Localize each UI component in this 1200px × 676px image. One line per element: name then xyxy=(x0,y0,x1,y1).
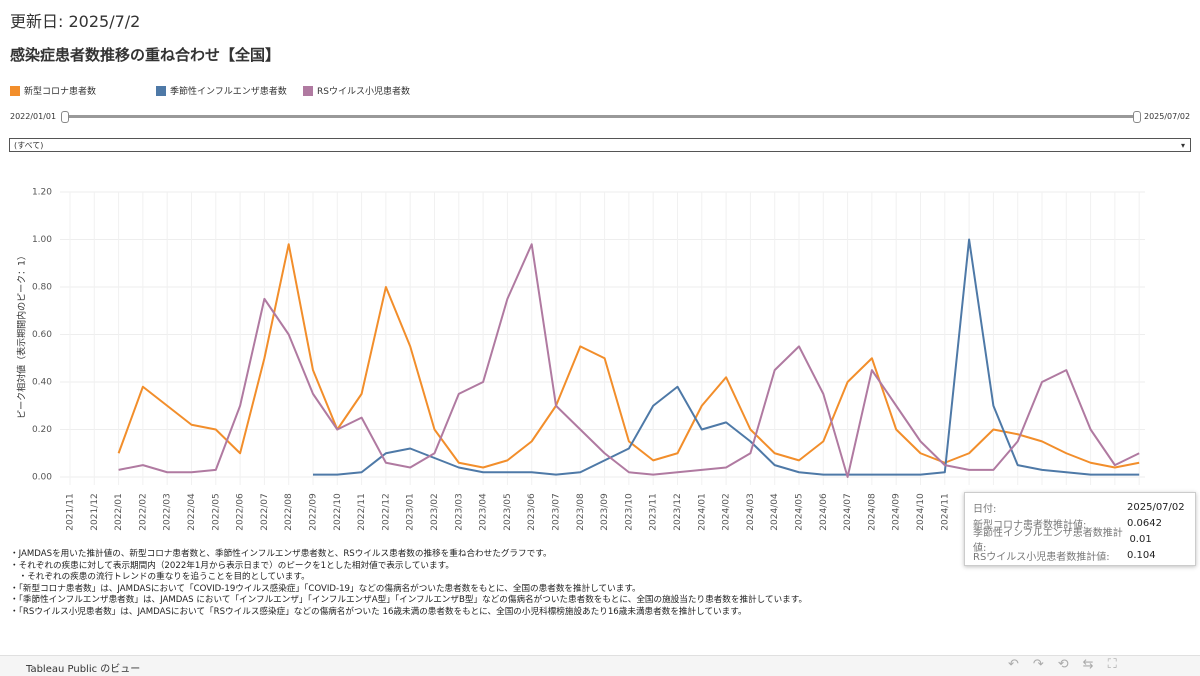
x-tick-label: 2022/10 xyxy=(333,493,343,531)
tooltip-key: 日付: xyxy=(973,503,997,515)
x-tick-label: 2024/08 xyxy=(867,493,877,531)
y-tick-label: 0.40 xyxy=(32,378,52,388)
x-tick-label: 2022/01 xyxy=(114,493,124,530)
x-tick-label: 2023/02 xyxy=(430,493,440,530)
note: ・「RSウイルス小児患者数」は、JAMDASにおいて「RSウイルス感染症」などの… xyxy=(10,606,747,617)
slider-handle[interactable] xyxy=(61,111,69,123)
x-tick-label: 2022/09 xyxy=(309,493,319,531)
x-tick-label: 2024/05 xyxy=(795,493,805,530)
y-axis-title: ピーク相対値（表示期間内のピーク：1） xyxy=(16,251,28,419)
x-tick-label: 2021/11 xyxy=(66,493,76,530)
legend-label: 季節性インフルエンザ患者数 xyxy=(170,87,287,97)
dropdown[interactable]: (すべて) ▾ xyxy=(9,138,1191,152)
dropdown-value: (すべて) xyxy=(14,141,44,150)
series-line xyxy=(313,238,1140,476)
x-tick-label: 2022/04 xyxy=(187,493,197,531)
y-tick-label: 1.20 xyxy=(32,188,52,198)
x-tick-label: 2023/09 xyxy=(600,493,610,531)
x-tick-label: 2023/01 xyxy=(406,493,416,530)
x-tick-label: 2023/11 xyxy=(649,493,659,530)
note: ・「新型コロナ患者数」は、JAMDASにおいて「COVID-19ウイルス感染症」… xyxy=(10,583,641,594)
x-tick-label: 2023/06 xyxy=(527,493,537,531)
legend-swatch xyxy=(10,85,20,96)
tooltip-key: RSウイルス小児患者数推計値: xyxy=(973,551,1110,563)
toolbar-icons[interactable]: ↶↷⟲⇆⛶ xyxy=(1008,657,1131,672)
chart: ピーク相対値（表示期間内のピーク：1） 0.00 0.20 0.40 0.60 0.80… xyxy=(16,188,1145,531)
note: ・それぞれの疾患の流行トレンドの重なりを追うことを目的としています。 xyxy=(10,572,310,582)
tooltip-row: 日付: 2025/07/02 xyxy=(973,499,1187,515)
series-line xyxy=(117,243,1140,469)
x-tick-label: 2024/02 xyxy=(722,493,732,530)
y-tick-label: 0.80 xyxy=(32,283,52,293)
toolbar: Tableau Public のビュー ↶↷⟲⇆⛶ xyxy=(0,655,1200,676)
range-start: 2022/01/01 xyxy=(10,112,57,121)
x-tick-label: 2023/10 xyxy=(624,493,634,531)
x-tick-label: 2023/12 xyxy=(673,493,683,530)
tooltip-value: 2025/07/02 xyxy=(1127,501,1185,513)
legend-label: 新型コロナ患者数 xyxy=(24,87,97,97)
tooltip-key: 新型コロナ患者数推計値: xyxy=(973,519,1087,531)
x-tick-label: 2022/07 xyxy=(260,493,270,530)
tooltip: 日付: 2025/07/02 新型コロナ患者数推計値: 0.0642 季節性インフルエン… xyxy=(964,492,1196,566)
x-tick-label: 2024/07 xyxy=(843,493,853,530)
tooltip-value: 0.01 xyxy=(1129,533,1152,545)
legend-swatch xyxy=(303,85,313,96)
x-tick-label: 2021/12 xyxy=(90,493,100,530)
x-tick-label: 2022/03 xyxy=(163,493,173,530)
title: 感染症患者数推移の重ね合わせ【全国】 xyxy=(10,46,281,64)
x-tick-label: 2024/01 xyxy=(697,493,707,530)
x-tick-label: 2022/08 xyxy=(284,493,294,531)
y-tick-label: 0.20 xyxy=(32,425,52,435)
legend-label: RSウイルス小児患者数 xyxy=(317,87,410,97)
note: ・JAMDASを用いた推計値の、新型コロナ患者数と、季節性インフルエンザ患者数と… xyxy=(10,549,552,559)
tooltip-key: 季節性インフルエンザ患者数推計値: xyxy=(973,528,1123,554)
legend-swatch xyxy=(156,85,166,96)
x-tick-label: 2023/05 xyxy=(503,493,513,530)
x-tick-label: 2024/09 xyxy=(892,493,902,531)
updated: 更新日: 2025/7/2 xyxy=(10,12,141,31)
x-tick-label: 2022/05 xyxy=(211,493,221,530)
slider-track[interactable] xyxy=(64,115,1138,118)
legend-item: 新型コロナ患者数 xyxy=(10,84,96,97)
footer-label[interactable]: Tableau Public のビュー xyxy=(26,664,141,675)
y-tick-label: 0.00 xyxy=(32,473,52,483)
note: ・それぞれの疾患に対して表示期間内（2022年1月から表示日まで）のピークを1と… xyxy=(10,560,454,571)
x-tick-label: 2023/03 xyxy=(454,493,464,530)
legend-item: 季節性インフルエンザ患者数 xyxy=(156,84,287,97)
x-tick-label: 2024/06 xyxy=(819,493,829,531)
x-tick-label: 2022/06 xyxy=(236,493,246,531)
notes: ・JAMDASを用いた推計値の、新型コロナ患者数と、季節性インフルエンザ患者数と… xyxy=(10,549,807,618)
y-tick-label: 1.00 xyxy=(32,235,52,245)
x-tick-label: 2022/12 xyxy=(381,493,391,530)
x-tick-label: 2023/08 xyxy=(576,493,586,531)
x-tick-label: 2023/07 xyxy=(552,493,562,530)
x-tick-label: 2022/02 xyxy=(138,493,148,530)
series-line xyxy=(118,243,1140,478)
tooltip-row: 新型コロナ患者数推計値: 0.0642 xyxy=(973,515,1187,531)
x-tick-label: 2024/03 xyxy=(746,493,756,530)
tooltip-value: 0.0642 xyxy=(1127,517,1162,529)
y-tick-label: 0.60 xyxy=(32,330,52,340)
tooltip-row: 季節性インフルエンザ患者数推計値: 0.01 xyxy=(973,528,1187,554)
tooltip-row: RSウイルス小児患者数推計値: 0.104 xyxy=(973,547,1187,563)
tooltip-value: 0.104 xyxy=(1127,549,1156,561)
x-tick-label: 2024/04 xyxy=(770,493,780,531)
note: ・「季節性インフルエンザ患者数」は、JAMDAS において「インフルエンザ」「イ… xyxy=(10,595,808,605)
x-tick-label: 2024/11 xyxy=(940,493,950,530)
x-tick-label: 2024/10 xyxy=(916,493,926,531)
x-tick-label: 2023/04 xyxy=(479,493,489,531)
x-tick-label: 2022/11 xyxy=(357,493,367,530)
range-end: 2025/07/02 xyxy=(1144,112,1191,121)
legend-item: RSウイルス小児患者数 xyxy=(303,84,410,97)
slider-handle[interactable] xyxy=(1133,111,1141,123)
